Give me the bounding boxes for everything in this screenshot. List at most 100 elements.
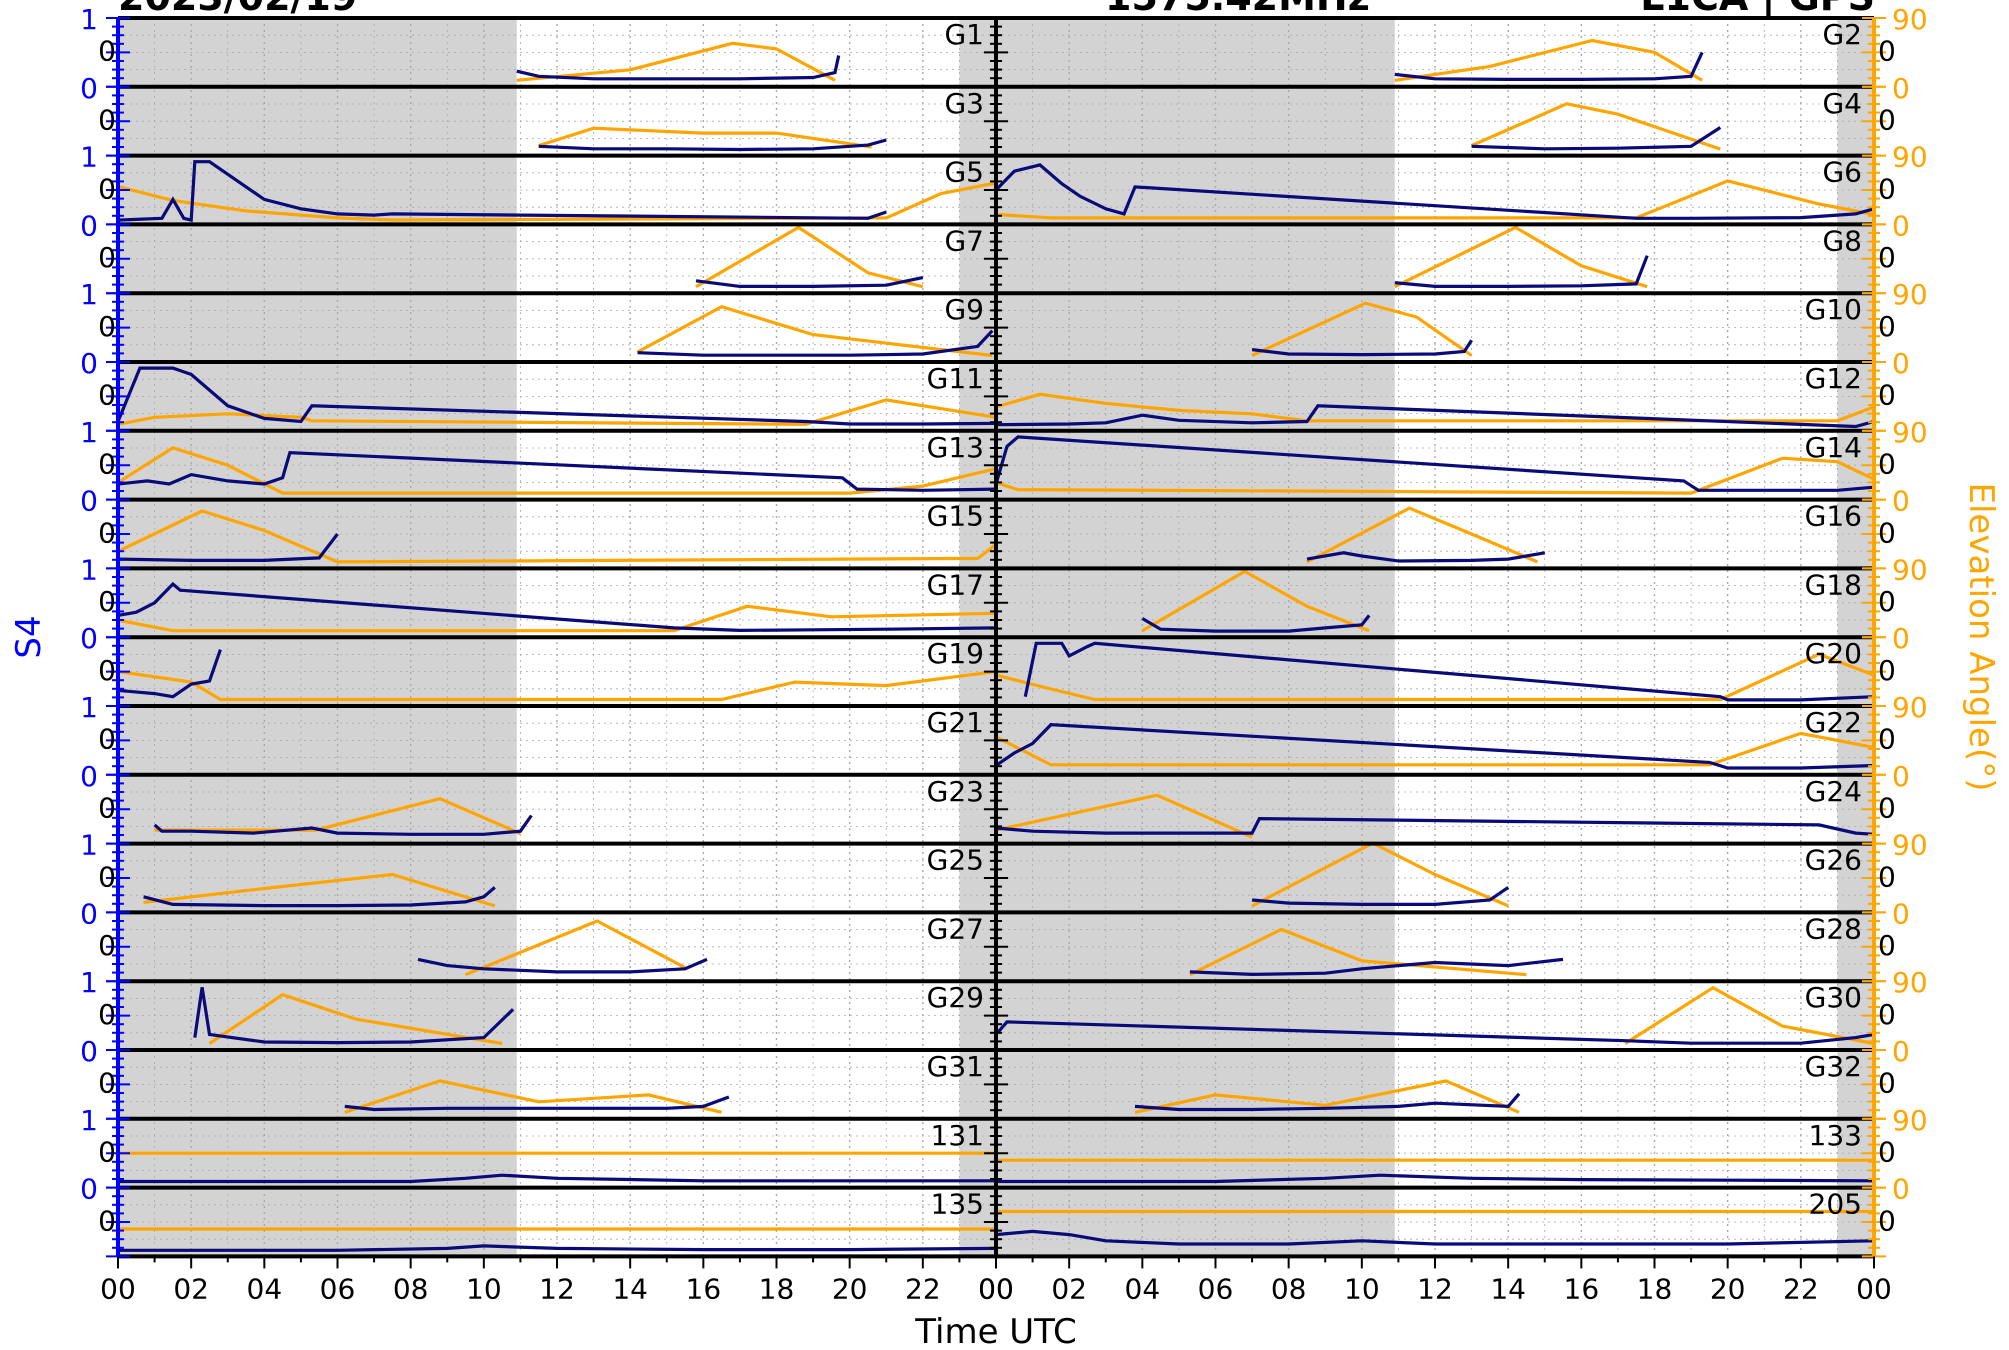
s4-line-G11: [116, 366, 997, 426]
inner-zero-label: 0: [1878, 723, 1896, 756]
x-tick-label: 04: [1125, 1272, 1161, 1305]
x-tick-label: 08: [1271, 1272, 1307, 1305]
x-tick-label: 12: [539, 1272, 575, 1305]
s4-line-G19: [117, 649, 222, 699]
panel-label-G2: G2: [1822, 18, 1862, 51]
x-tick-label: 00: [978, 1272, 1014, 1305]
elevation-line-G3: [538, 126, 872, 149]
s4-line-G12: [995, 404, 1875, 429]
x-axis-label: Time UTC: [914, 1312, 1076, 1350]
panel-label-G25: G25: [927, 844, 984, 877]
s4-line-G23: [153, 814, 533, 836]
x-tick-label: 12: [1417, 1272, 1453, 1305]
s4-line-G7: [695, 276, 924, 288]
s4-line-G20: [1023, 641, 1875, 702]
inner-zero-label: 0: [1878, 1204, 1896, 1237]
elevation-line-G4: [1470, 102, 1721, 151]
elevation-line-G7: [695, 225, 924, 289]
panel-label-G13: G13: [927, 431, 984, 464]
panel-label-G10: G10: [1805, 293, 1862, 326]
panel-label-G1: G1: [944, 18, 984, 51]
elevation-line-G25: [143, 872, 496, 908]
panel-label-G9: G9: [944, 293, 984, 326]
s4-line-G26: [1251, 886, 1510, 907]
left-tick-label: 0: [80, 1173, 98, 1206]
y-axis-label-right: Elevation Angle(°): [1961, 482, 2001, 791]
s4-line-205: [995, 1229, 1875, 1246]
inner-zero-label: 0: [98, 585, 116, 618]
left-tick-label: 1: [80, 691, 98, 724]
elevation-line-G10: [1251, 301, 1473, 357]
x-tick-label: 18: [759, 1272, 795, 1305]
left-tick-label: 1: [80, 829, 98, 862]
s4-line-G25: [143, 886, 496, 908]
elevation-line-G27: [464, 919, 686, 977]
x-tick-label: 14: [1490, 1272, 1526, 1305]
panel-label-G3: G3: [944, 87, 984, 120]
inner-zero-label: 0: [98, 241, 116, 274]
s4-line-G1: [516, 55, 841, 81]
inner-zero-label: 0: [98, 516, 116, 549]
panel-label-G18: G18: [1805, 568, 1862, 601]
s4-line-G30: [994, 1020, 1875, 1045]
right-tick-label: 90: [1892, 278, 1928, 311]
panel-label-G29: G29: [927, 981, 984, 1014]
left-tick-label: 1: [80, 553, 98, 586]
inner-zero-label: 0: [1878, 929, 1896, 962]
elevation-line-G24: [995, 793, 1253, 839]
panel-label-205: 205: [1809, 1188, 1862, 1221]
inner-zero-label: 0: [1878, 585, 1896, 618]
panel-label-G28: G28: [1805, 912, 1862, 945]
elevation-line-G11: [117, 398, 997, 426]
inner-zero-label: 0: [1878, 310, 1896, 343]
x-tick-label: 08: [393, 1272, 429, 1305]
elevation-line-G1: [516, 41, 836, 82]
inner-zero-label: 0: [98, 172, 116, 205]
inner-zero-label: 0: [1878, 35, 1896, 68]
series-layer: [116, 38, 1875, 1252]
panel-label-G5: G5: [944, 156, 984, 189]
elevation-line-G9: [636, 304, 993, 358]
s4-line-G2: [1394, 51, 1704, 82]
inner-zero-label: 0: [98, 998, 116, 1031]
elevation-line-G22: [995, 731, 1875, 767]
x-tick-label: 20: [832, 1272, 868, 1305]
right-tick-label: 90: [1892, 691, 1928, 724]
panel-label-G24: G24: [1805, 775, 1862, 808]
panel-label-G31: G31: [927, 1050, 984, 1083]
inner-zero-label: 0: [1878, 654, 1896, 687]
elevation-line-G26: [1251, 841, 1509, 908]
s4-line-135: [118, 1244, 997, 1252]
panel-label-G32: G32: [1805, 1050, 1862, 1083]
left-tick-label: 0: [80, 897, 98, 930]
s4-line-G22: [995, 723, 1875, 770]
elevation-line-G13: [117, 446, 997, 495]
elevation-line-G32: [1134, 1079, 1520, 1114]
inner-zero-label: 0: [1878, 998, 1896, 1031]
s4-line-G29: [193, 987, 515, 1045]
header-signal: L1CA | GPS: [1640, 0, 1875, 20]
elevation-line-G5: [117, 181, 997, 222]
s4-line-133: [996, 1173, 1875, 1184]
right-tick-label: 0: [1892, 485, 1910, 518]
left-tick-label: 0: [80, 72, 98, 105]
inner-zero-label: 0: [98, 654, 116, 687]
x-tick-label: 18: [1637, 1272, 1673, 1305]
panel-label-G19: G19: [927, 637, 984, 670]
panel-label-G21: G21: [927, 706, 984, 739]
elevation-line-G16: [1306, 506, 1539, 564]
x-tick-label: 02: [1051, 1272, 1087, 1305]
s4-line-G8: [1394, 255, 1649, 288]
s4-line-G13: [117, 450, 997, 492]
inner-zero-label: 0: [98, 723, 116, 756]
s4-line-131: [118, 1173, 996, 1184]
inner-zero-label: 0: [1878, 241, 1896, 274]
elevation-line-G17: [117, 604, 997, 633]
right-tick-label: 90: [1892, 829, 1928, 862]
inner-zero-label: 0: [98, 1204, 116, 1237]
inner-zero-label: 0: [98, 1135, 116, 1168]
right-tick-label: 90: [1892, 3, 1928, 36]
elevation-line-G15: [117, 509, 997, 564]
panel-label-G22: G22: [1805, 706, 1862, 739]
